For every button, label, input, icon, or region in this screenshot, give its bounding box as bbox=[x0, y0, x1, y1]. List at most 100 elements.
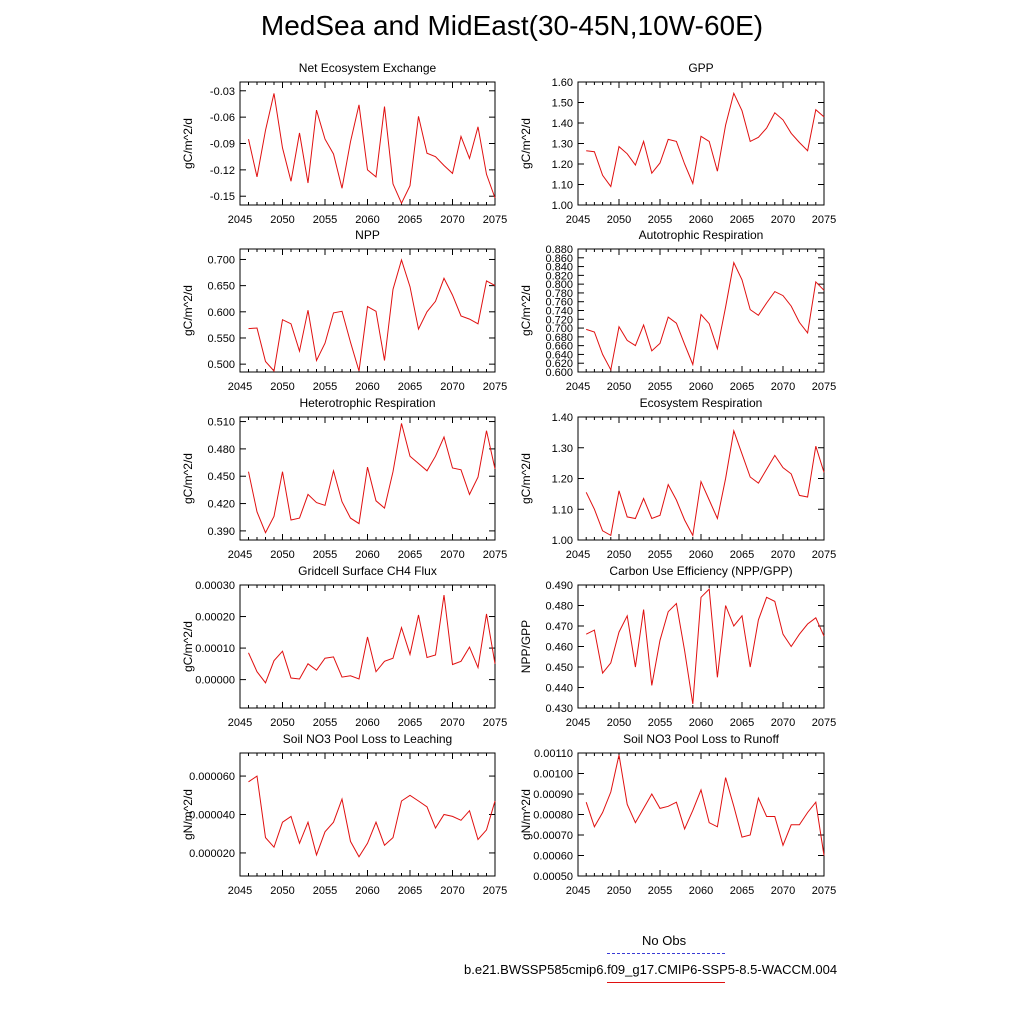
x-tick-label: 2070 bbox=[440, 717, 464, 729]
data-point bbox=[282, 319, 284, 321]
data-point bbox=[741, 110, 743, 112]
data-point bbox=[610, 369, 612, 371]
y-tick-label: 0.760 bbox=[545, 297, 573, 309]
data-point bbox=[823, 472, 825, 474]
data-point bbox=[367, 843, 369, 845]
data-point bbox=[807, 496, 809, 498]
data-point bbox=[392, 289, 394, 291]
data-point bbox=[717, 518, 719, 520]
y-tick-label: 0.450 bbox=[207, 471, 235, 483]
data-point bbox=[790, 473, 792, 475]
panel-title: Soil NO3 Pool Loss to Leaching bbox=[283, 732, 452, 746]
x-tick-label: 2055 bbox=[648, 885, 672, 897]
data-point bbox=[316, 854, 318, 856]
y-tick-label: 1.00 bbox=[552, 200, 573, 212]
x-tick-label: 2050 bbox=[270, 381, 294, 393]
data-point bbox=[273, 660, 275, 662]
data-point bbox=[758, 797, 760, 799]
series-line bbox=[585, 587, 825, 704]
x-tick-label: 2070 bbox=[771, 885, 795, 897]
data-point bbox=[725, 306, 727, 308]
x-tick-label: 2055 bbox=[313, 885, 337, 897]
data-point bbox=[782, 633, 784, 635]
y-tick-label: 0.000060 bbox=[189, 771, 235, 783]
data-point bbox=[733, 625, 735, 627]
data-point bbox=[692, 535, 694, 537]
data-point bbox=[316, 109, 318, 111]
data-point bbox=[341, 501, 343, 503]
data-point bbox=[248, 781, 250, 783]
y-tick-label: 0.880 bbox=[545, 244, 573, 256]
plot-frame bbox=[239, 584, 496, 709]
data-point bbox=[367, 169, 369, 171]
panel-1: GPP 2045 2050 2055 2060 2065 2070 2075 1.60 1.50 1… bbox=[519, 61, 836, 226]
data-point bbox=[684, 344, 686, 346]
data-point bbox=[299, 350, 301, 352]
x-tick-label: 2060 bbox=[355, 717, 379, 729]
data-point bbox=[256, 176, 258, 178]
data-point bbox=[486, 430, 488, 432]
data-point bbox=[594, 151, 596, 153]
data-point bbox=[426, 806, 428, 808]
x-tick-label: 2055 bbox=[313, 717, 337, 729]
data-point bbox=[494, 663, 496, 665]
x-tick-label: 2055 bbox=[313, 549, 337, 561]
data-point bbox=[409, 185, 411, 187]
x-tick-label: 2045 bbox=[228, 549, 252, 561]
data-point bbox=[643, 324, 645, 326]
data-point bbox=[358, 856, 360, 858]
data-point bbox=[659, 515, 661, 517]
data-point bbox=[273, 370, 275, 372]
panel-6: Gridcell Surface CH4 Flux 2045 2050 2055 206… bbox=[181, 564, 507, 729]
data-point bbox=[401, 259, 403, 261]
data-point bbox=[452, 816, 454, 818]
legend-obs-label: No Obs bbox=[642, 933, 687, 948]
data-point bbox=[717, 826, 719, 828]
x-tick-label: 2045 bbox=[228, 214, 252, 226]
data-point bbox=[469, 646, 471, 648]
data-point bbox=[782, 119, 784, 121]
data-point bbox=[700, 789, 702, 791]
data-point bbox=[585, 329, 587, 331]
data-point bbox=[316, 360, 318, 362]
series-line bbox=[248, 423, 496, 534]
data-point bbox=[418, 328, 420, 330]
series-line bbox=[586, 260, 825, 372]
data-point bbox=[782, 467, 784, 469]
y-tick-label: 0.640 bbox=[545, 349, 573, 361]
y-axis-label: gC/m^2/d bbox=[519, 285, 533, 336]
x-tick-label: 2050 bbox=[270, 717, 294, 729]
y-tick-label: -0.12 bbox=[210, 165, 235, 177]
data-point bbox=[435, 301, 437, 303]
plot-frame bbox=[239, 81, 496, 206]
data-point bbox=[307, 309, 309, 311]
data-point bbox=[692, 364, 694, 366]
x-tick-label: 2060 bbox=[689, 214, 713, 226]
x-tick-label: 2065 bbox=[398, 549, 422, 561]
data-point bbox=[384, 844, 386, 846]
data-point bbox=[307, 663, 309, 665]
data-point bbox=[626, 516, 628, 518]
data-point bbox=[758, 619, 760, 621]
data-point bbox=[700, 481, 702, 483]
x-tick-label: 2065 bbox=[398, 717, 422, 729]
x-tick-label: 2065 bbox=[398, 885, 422, 897]
data-point bbox=[676, 141, 678, 143]
data-point bbox=[477, 476, 479, 478]
y-axis-label: gC/m^2/d bbox=[181, 621, 195, 672]
x-tick-label: 2050 bbox=[607, 717, 631, 729]
data-point bbox=[375, 176, 377, 178]
y-tick-label: 0.480 bbox=[545, 601, 573, 613]
data-point bbox=[594, 629, 596, 631]
x-tick-label: 2075 bbox=[812, 549, 836, 561]
data-point bbox=[392, 471, 394, 473]
panel-title: GPP bbox=[688, 61, 713, 75]
x-tick-label: 2075 bbox=[812, 381, 836, 393]
y-axis-label: gC/m^2/d bbox=[519, 453, 533, 504]
y-tick-label: 0.700 bbox=[545, 323, 573, 335]
data-point bbox=[248, 652, 250, 654]
plot-frame bbox=[577, 248, 825, 373]
panel-title: Net Ecosystem Exchange bbox=[299, 61, 437, 75]
data-point bbox=[426, 311, 428, 313]
